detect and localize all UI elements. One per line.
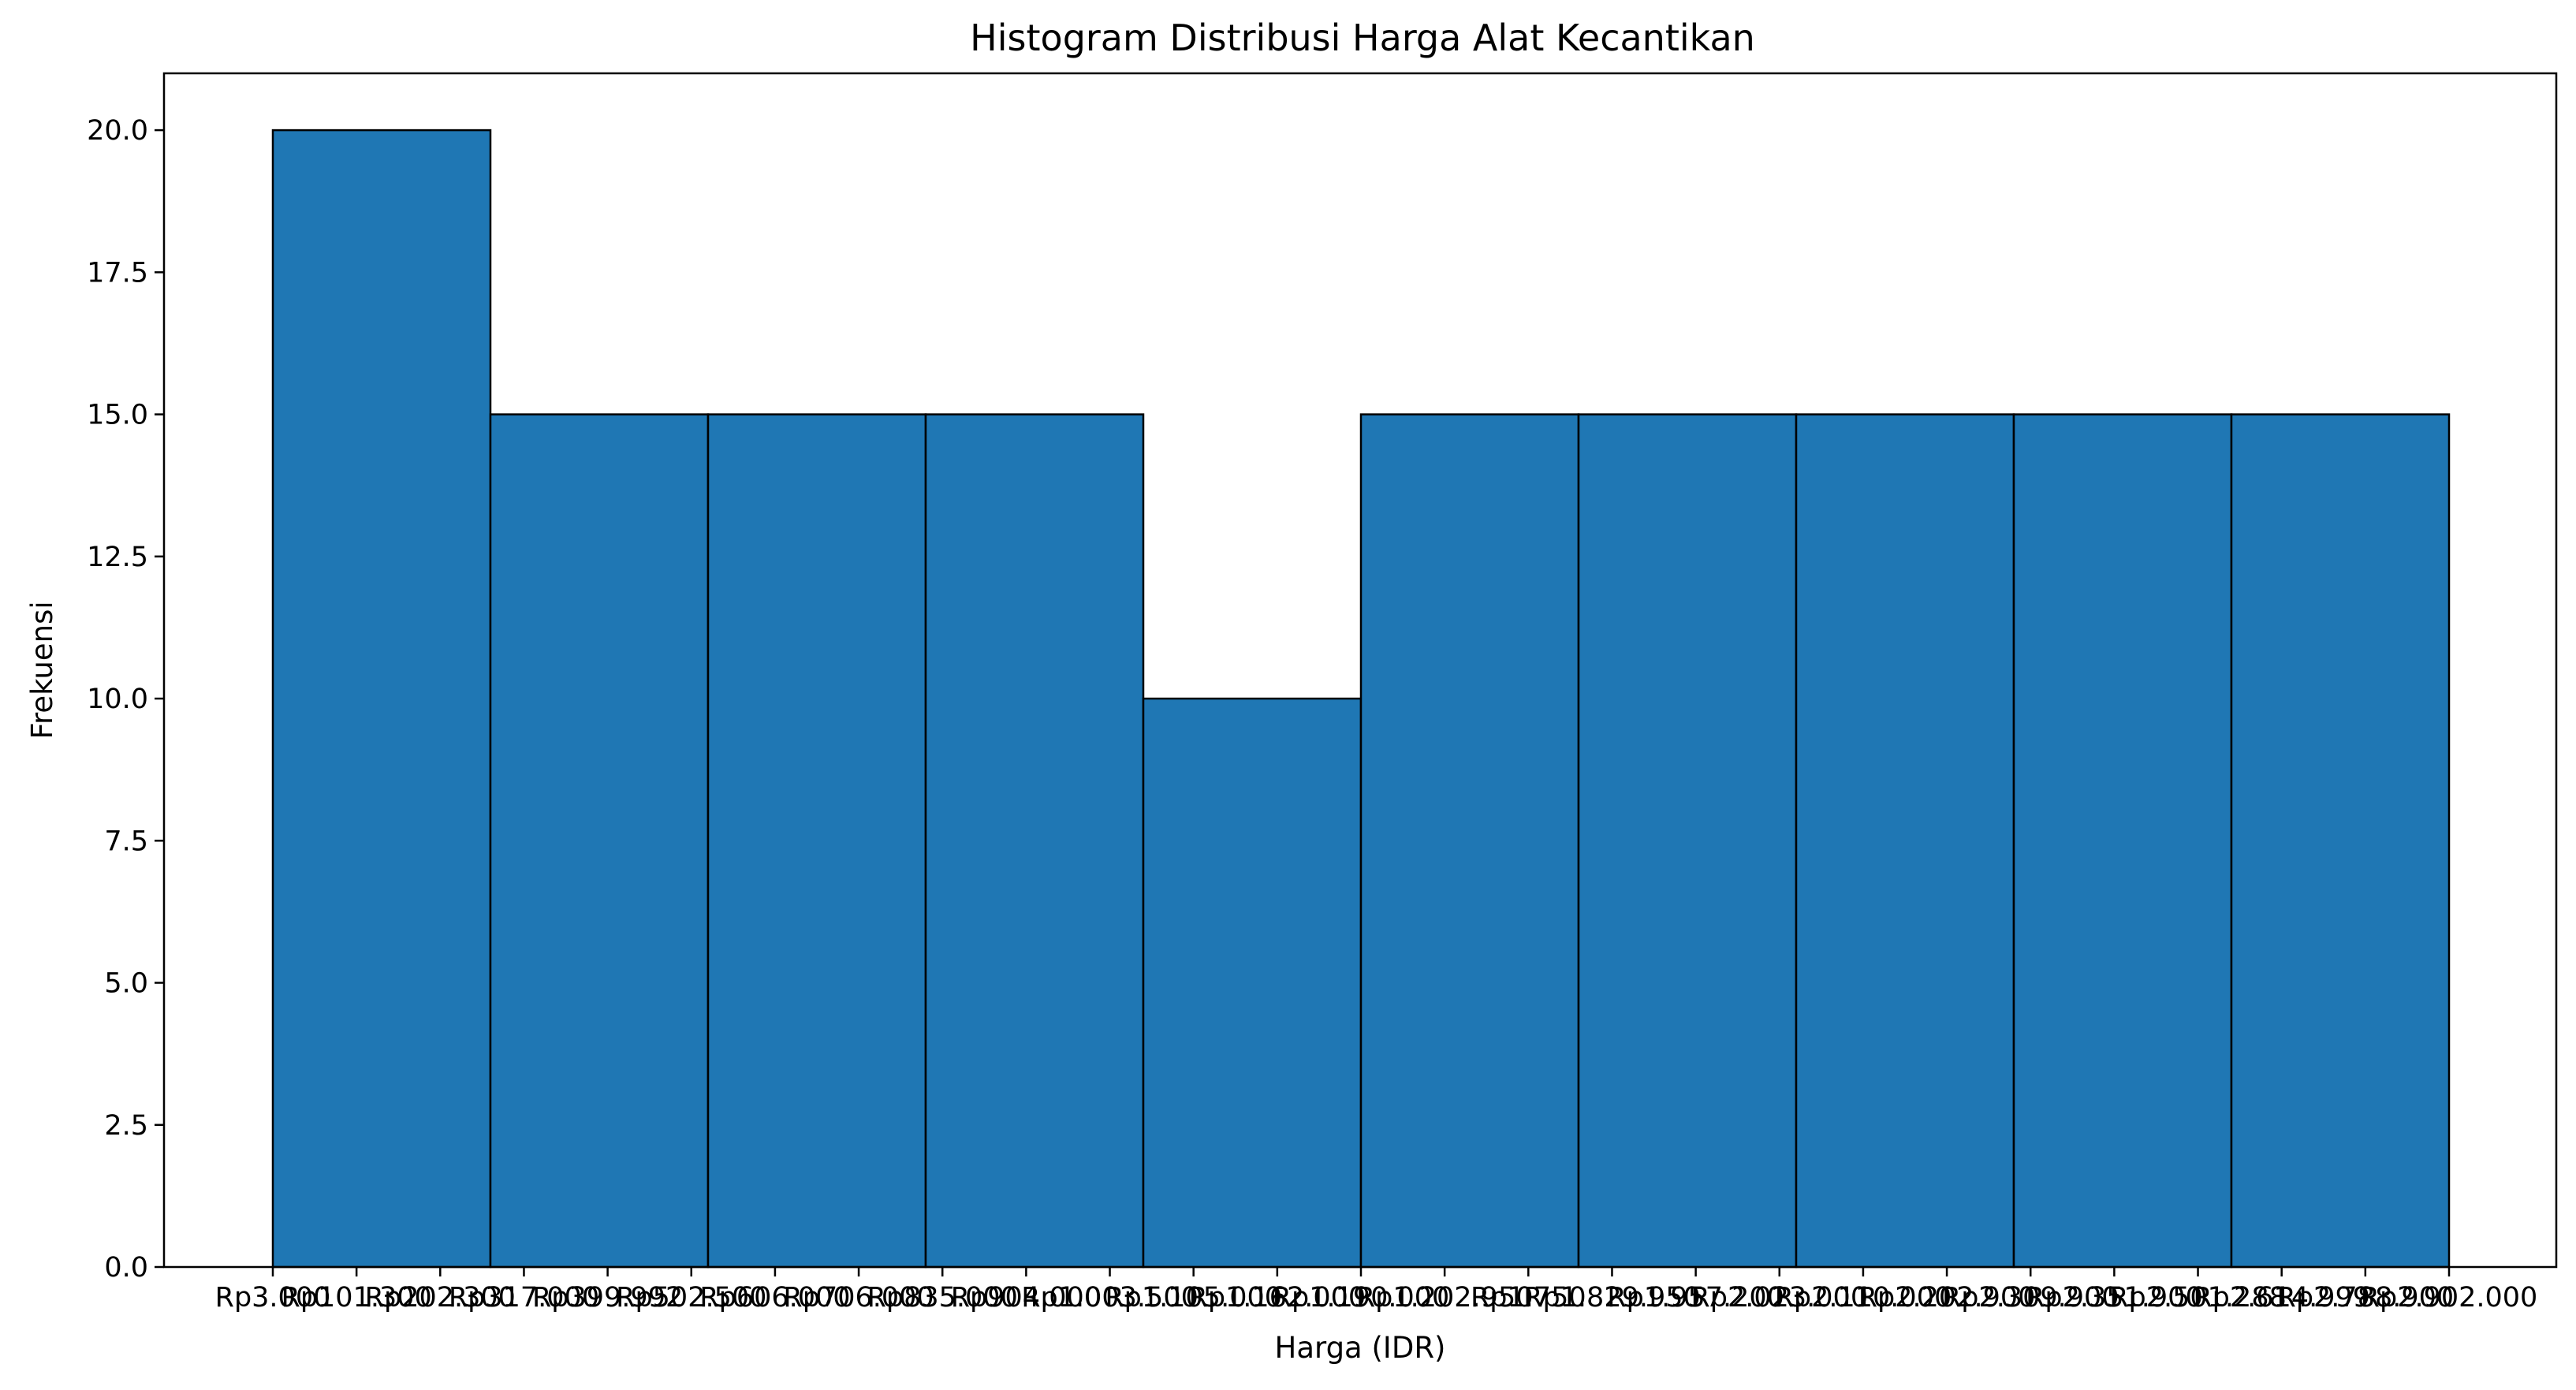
x-tick-label: Rp1.105.000 [1105, 1282, 1282, 1314]
x-tick-label: Rp2.902.000 [2361, 1282, 2538, 1314]
x-tick-label: Rp1.202.950 [1356, 1282, 1534, 1314]
x-tick-label: Rp606.000 [699, 1282, 850, 1314]
x-tick-label: Rp2.110.000 [1775, 1282, 1952, 1314]
histogram-bar-6 [1359, 413, 1580, 1269]
x-tick-label: Rp1.162.000 [1189, 1282, 1366, 1314]
y-tick-label: 12.5 [87, 542, 148, 573]
x-tick-label: Rp1.829.950 [1523, 1282, 1701, 1314]
y-axis-label: Frekuensi [25, 601, 59, 739]
y-tick-label: 17.5 [87, 257, 148, 289]
x-tick-label: Rp2.202.900 [1858, 1282, 2036, 1314]
x-tick-label: Rp2.023.000 [1691, 1282, 1868, 1314]
y-tick-label: 0.0 [104, 1252, 148, 1284]
x-tick-label: Rp2.351.900 [2026, 1282, 2203, 1314]
x-tick-label: Rp2.614.999 [2193, 1282, 2370, 1314]
x-tick-label: Rp2.309.900 [1942, 1282, 2119, 1314]
y-tick-label: 15.0 [87, 400, 148, 431]
bars-group [271, 129, 2451, 1269]
histogram-bar-1 [271, 129, 492, 1269]
histogram-bar-8 [1795, 413, 2015, 1269]
histogram-bar-10 [2230, 413, 2451, 1269]
x-tick-label: Rp904.000 [951, 1282, 1102, 1314]
x-tick-label: Rp101.300 [281, 1282, 432, 1314]
y-tick-label: 20.0 [87, 115, 148, 147]
y-tick-label: 5.0 [104, 968, 148, 1000]
histogram-bar-9 [2012, 413, 2233, 1269]
x-tick-label: Rp706.000 [783, 1282, 934, 1314]
x-tick-label: Rp1.190.000 [1273, 1282, 1450, 1314]
y-tick-label: 7.5 [104, 825, 148, 857]
x-axis-label: Harga (IDR) [1275, 1331, 1446, 1365]
x-tick-label: Rp2.788.900 [2277, 1282, 2455, 1314]
x-tick-label: Rp399.992 [532, 1282, 683, 1314]
histogram-bar-4 [924, 413, 1145, 1269]
histogram-bar-5 [1142, 697, 1363, 1269]
x-axis-ticks: Rp3.000Rp101.300Rp202.300Rp317.000Rp399.… [215, 1267, 2538, 1314]
y-tick-label: 2.5 [104, 1110, 148, 1142]
x-tick-label: Rp835.000 [867, 1282, 1018, 1314]
histogram-bar-7 [1577, 413, 1798, 1269]
x-tick-label: Rp1.957.200 [1607, 1282, 1784, 1314]
x-tick-label: Rp1.750 [1471, 1282, 1586, 1314]
chart-title: Histogram Distribusi Harga Alat Kecantik… [970, 17, 1755, 59]
histogram-bar-3 [706, 413, 927, 1269]
x-tick-label: Rp317.000 [449, 1282, 599, 1314]
x-tick-label: Rp2.501.288 [2109, 1282, 2287, 1314]
histogram-bar-2 [489, 413, 710, 1269]
y-tick-label: 10.0 [87, 684, 148, 715]
y-axis-ticks: 0.0 2.5 5.0 7.5 10.0 12.5 15.0 17.5 20.0 [87, 115, 164, 1284]
x-tick-label: Rp3.000 [215, 1282, 331, 1314]
x-tick-label: Rp202.300 [365, 1282, 516, 1314]
x-tick-label: Rp1.003.500 [1021, 1282, 1199, 1314]
x-tick-label: Rp502.500 [616, 1282, 766, 1314]
